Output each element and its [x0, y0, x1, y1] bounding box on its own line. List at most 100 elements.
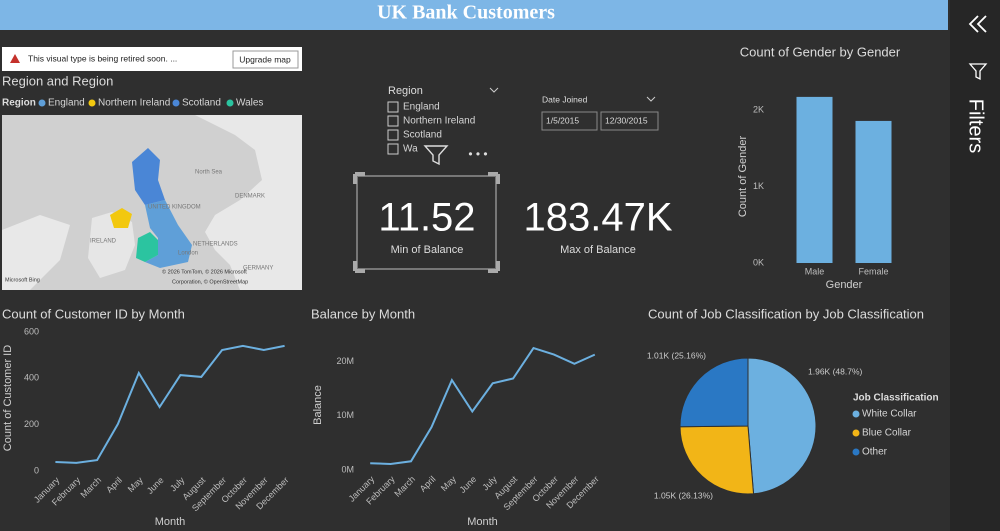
y-axis-title: Count of Customer ID — [2, 345, 14, 451]
date-slicer-title: Date Joined — [542, 94, 588, 104]
line — [55, 344, 285, 464]
data-label: 1.01K (25.16%) — [647, 350, 706, 360]
legend-dot — [852, 448, 860, 456]
collapse-icon[interactable] — [968, 15, 987, 33]
checkbox[interactable] — [387, 115, 399, 127]
map-label: DENMARK — [235, 194, 265, 200]
slicer-title: Region — [388, 85, 423, 97]
y-tick-label: 1K — [753, 181, 764, 191]
slicer-options: England Northern Ireland Scotland Wa — [387, 101, 475, 155]
legend-label: England — [48, 98, 85, 109]
data-label: 1.05K (26.13%) — [654, 490, 713, 500]
map-legend: England Northern Ireland Scotland Wales — [38, 98, 263, 109]
map-land — [195, 115, 302, 290]
pie-slice — [679, 425, 755, 495]
date-start-box[interactable] — [541, 111, 598, 131]
slicer-option[interactable]: Wa — [403, 144, 418, 155]
date-dropdown[interactable] — [646, 96, 656, 102]
legend-dot — [172, 99, 180, 107]
upgrade-button-label[interactable]: Upgrade map — [239, 54, 291, 64]
x-axis-title: Month — [155, 516, 186, 528]
filter-icon[interactable] — [968, 63, 988, 81]
map-attribution: Corporation, © OpenStreetMap — [172, 278, 248, 285]
warning-icon — [10, 54, 20, 63]
legend-dot — [38, 99, 46, 107]
map-label: London — [178, 251, 198, 257]
header-title: UK Bank Customers — [377, 2, 555, 24]
x-axis-title: Month — [467, 516, 498, 528]
more-options[interactable]: • • • — [468, 147, 487, 161]
y-tick-label: 20M — [336, 356, 354, 366]
chart-title: Count of Customer ID by Month — [2, 306, 185, 321]
legend-label: White Collar — [862, 409, 917, 420]
map-label: GERMANY — [243, 266, 273, 272]
card-focus-corners — [353, 172, 500, 273]
bar — [796, 96, 833, 264]
pie-slice — [747, 357, 817, 495]
card-value: 11.52 — [378, 196, 475, 240]
chart-title: Count of Gender by Gender — [740, 44, 901, 59]
date-start[interactable]: 1/5/2015 — [546, 115, 579, 125]
y-tick-label: 0K — [753, 257, 764, 267]
map-label: North Sea — [195, 170, 223, 176]
pie-slice — [679, 357, 749, 428]
map-label: UNITED KINGDOM — [148, 205, 201, 211]
x-tick-label: Female — [858, 266, 888, 276]
chart-title: Balance by Month — [311, 306, 415, 321]
y-axis-title: Count of Gender — [737, 136, 749, 218]
legend-dot — [88, 99, 96, 107]
side-panel-title[interactable]: Filters — [965, 99, 987, 153]
filter-icon[interactable] — [423, 145, 449, 166]
map-label: NETHERLANDS — [193, 242, 238, 248]
legend-dot — [852, 429, 860, 437]
legend-dot — [852, 410, 860, 418]
slicer-option[interactable]: England — [403, 102, 440, 113]
x-axis-title: Gender — [826, 279, 863, 291]
slicer-dropdown[interactable] — [489, 87, 499, 93]
checkbox[interactable] — [387, 143, 399, 155]
side-panel — [950, 0, 1000, 531]
card-label: Min of Balance — [391, 244, 464, 256]
map-region — [145, 200, 192, 268]
warning-text: This visual type is being retired soon. … — [28, 53, 177, 63]
date-end-box[interactable] — [600, 111, 659, 131]
y-axis-title: Balance — [312, 385, 324, 425]
legend-label: Blue Collar — [862, 428, 912, 439]
chart-title: Count of Job Classification by Job Class… — [648, 306, 924, 321]
slicer-option[interactable]: Northern Ireland — [403, 116, 475, 127]
legend-title: Job Classification — [853, 393, 939, 404]
legend-label: Wales — [236, 98, 263, 109]
map-label: IRELAND — [90, 239, 117, 245]
card-label: Max of Balance — [560, 244, 636, 256]
y-tick-label: 400 — [24, 373, 39, 383]
map-attribution: Microsoft Bing — [5, 277, 40, 283]
map-region — [110, 208, 132, 228]
map-attribution: © 2026 TomTom, © 2026 Microsoft — [162, 268, 247, 275]
map-region — [136, 232, 158, 262]
legend-dot — [226, 99, 234, 107]
y-tick-label: 200 — [24, 419, 39, 429]
map-labels: North Sea UNITED KINGDOM IRELAND DENMARK NET… — [5, 170, 273, 286]
card-value: 183.47K — [523, 196, 672, 240]
slicer-option[interactable]: Scotland — [403, 130, 442, 141]
checkbox[interactable] — [387, 129, 399, 141]
header-bar — [0, 0, 948, 30]
data-label: 1.96K (48.7%) — [808, 366, 863, 376]
legend-label: Northern Ireland — [98, 98, 170, 109]
bar — [855, 120, 892, 264]
y-tick-label: 0 — [34, 465, 39, 475]
y-tick-label: 600 — [24, 326, 39, 336]
legend-label: Other — [862, 447, 888, 458]
card-focus — [356, 175, 497, 270]
map-legend-title: Region — [2, 98, 36, 109]
checkbox[interactable] — [387, 101, 399, 113]
upgrade-button[interactable] — [232, 50, 299, 69]
y-tick-label: 10M — [336, 410, 354, 420]
date-end[interactable]: 12/30/2015 — [605, 115, 648, 125]
map-land — [2, 215, 70, 290]
x-tick-label: Male — [805, 266, 825, 276]
map-region — [132, 148, 165, 205]
map-land — [88, 212, 135, 278]
line — [370, 346, 596, 466]
